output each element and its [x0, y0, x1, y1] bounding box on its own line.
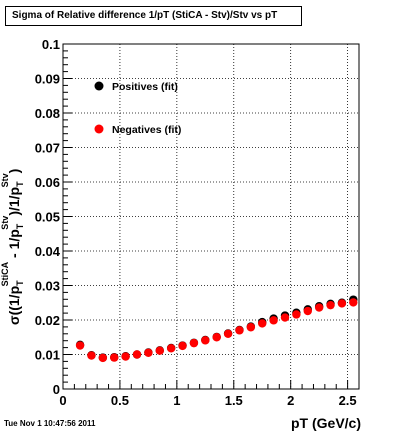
x-axis-label: pT (GeV/c)	[291, 415, 361, 431]
data-point	[144, 348, 153, 357]
data-point	[166, 344, 176, 353]
y-tick-label: 0.06	[35, 175, 60, 190]
timestamp: Tue Nov 1 10:47:56 2011	[4, 419, 96, 428]
x-tick-label: 0	[59, 393, 66, 408]
data-point	[223, 329, 233, 338]
data-points	[75, 295, 358, 363]
y-axis-label: σ((1/pTStiCA - 1/pTStv)/1/pTStv)	[0, 169, 25, 325]
data-point	[235, 326, 244, 335]
x-tick-label: 0.5	[111, 393, 129, 408]
chart-title: Sigma of Relative difference 1/pT (StiCA…	[5, 6, 302, 26]
y-label-part: )/1/p	[6, 187, 22, 216]
data-point	[98, 353, 108, 363]
y-label-part: T	[15, 181, 25, 187]
data-point	[258, 319, 267, 328]
y-tick-label: 0.02	[35, 313, 60, 328]
data-point	[349, 298, 358, 307]
data-point	[110, 353, 119, 362]
data-point	[201, 336, 210, 345]
grid	[63, 44, 359, 389]
y-label-part: σ((1/p	[6, 286, 22, 325]
data-point	[303, 306, 312, 316]
x-tick-label: 2	[287, 393, 294, 408]
data-point	[155, 346, 164, 355]
data-point	[87, 351, 96, 360]
legend-marker	[94, 81, 104, 91]
y-tick-label: 0.03	[35, 279, 60, 294]
data-point	[337, 299, 347, 308]
y-label-part: Stv	[0, 216, 10, 230]
legend-label: Positives (fit)	[112, 81, 178, 93]
data-point	[75, 341, 85, 350]
series-positives	[75, 295, 358, 362]
data-point	[178, 341, 187, 351]
legend-label: Negatives (fit)	[112, 124, 181, 136]
data-point	[212, 333, 221, 342]
x-tick-label: 1	[173, 393, 180, 408]
legend: Positives (fit) Negatives (fit)	[94, 81, 181, 136]
y-tick-label: 0.09	[35, 72, 60, 87]
data-point	[280, 313, 290, 322]
y-label-part: - 1/p	[6, 229, 22, 262]
axis-tick-labels: 0 0.5 1 1.5 2 2.5 0 0.01 0.02 0.03 0.04 0.05 0.06 0.0…	[35, 37, 357, 408]
y-label-part: T	[15, 223, 25, 229]
y-tick-label: 0.01	[35, 348, 60, 363]
data-point	[189, 338, 199, 348]
data-point	[292, 310, 301, 319]
y-label-part: )	[6, 169, 22, 174]
y-label-part: StiCA	[0, 261, 10, 286]
data-point	[121, 352, 130, 361]
y-tick-label: 0.05	[35, 210, 60, 225]
y-tick-label: 0.07	[35, 141, 60, 156]
data-point	[132, 350, 142, 359]
data-point	[326, 300, 335, 310]
y-tick-label: 0.1	[42, 37, 60, 52]
data-point	[314, 303, 324, 312]
y-tick-label: 0.08	[35, 106, 60, 121]
data-point	[269, 316, 278, 325]
y-tick-label: 0.04	[35, 244, 61, 259]
legend-marker	[94, 124, 104, 134]
y-tick-label: 0	[53, 382, 60, 397]
data-point	[246, 323, 256, 332]
y-label-part: T	[15, 280, 25, 286]
y-label-part: Stv	[0, 173, 10, 187]
x-tick-label: 2.5	[339, 393, 357, 408]
axis-ticks	[62, 43, 349, 390]
x-tick-label: 1.5	[225, 393, 243, 408]
series-negatives	[75, 298, 358, 363]
